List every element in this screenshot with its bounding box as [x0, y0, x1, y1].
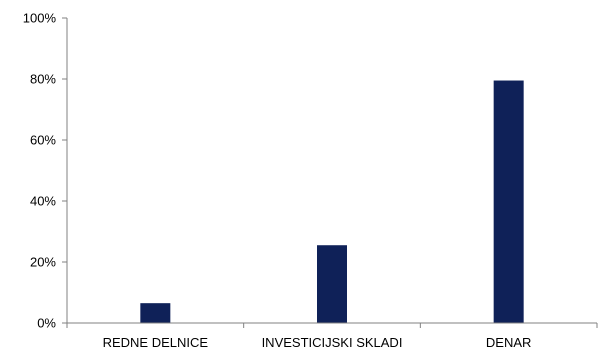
- y-tick-label: 80%: [30, 72, 56, 87]
- y-tick-label: 60%: [30, 133, 56, 148]
- x-category-label: INVESTICIJSKI SKLADI: [262, 335, 403, 349]
- bar: [493, 80, 524, 324]
- bar: [140, 303, 171, 323]
- y-tick-label: 20%: [30, 255, 56, 270]
- x-axis: REDNE DELNICE INVESTICIJSKI SKLADI DENAR: [66, 323, 598, 349]
- y-tick-label: 100%: [23, 11, 57, 26]
- y-tick-label: 40%: [30, 194, 56, 209]
- y-tick-label: 0%: [37, 316, 56, 331]
- x-category-label: DENAR: [486, 335, 532, 349]
- x-category-label: REDNE DELNICE: [103, 335, 209, 349]
- y-axis: 0% 20% 40% 60% 80% 100%: [23, 11, 67, 331]
- bars: [140, 80, 524, 324]
- bar: [317, 245, 347, 323]
